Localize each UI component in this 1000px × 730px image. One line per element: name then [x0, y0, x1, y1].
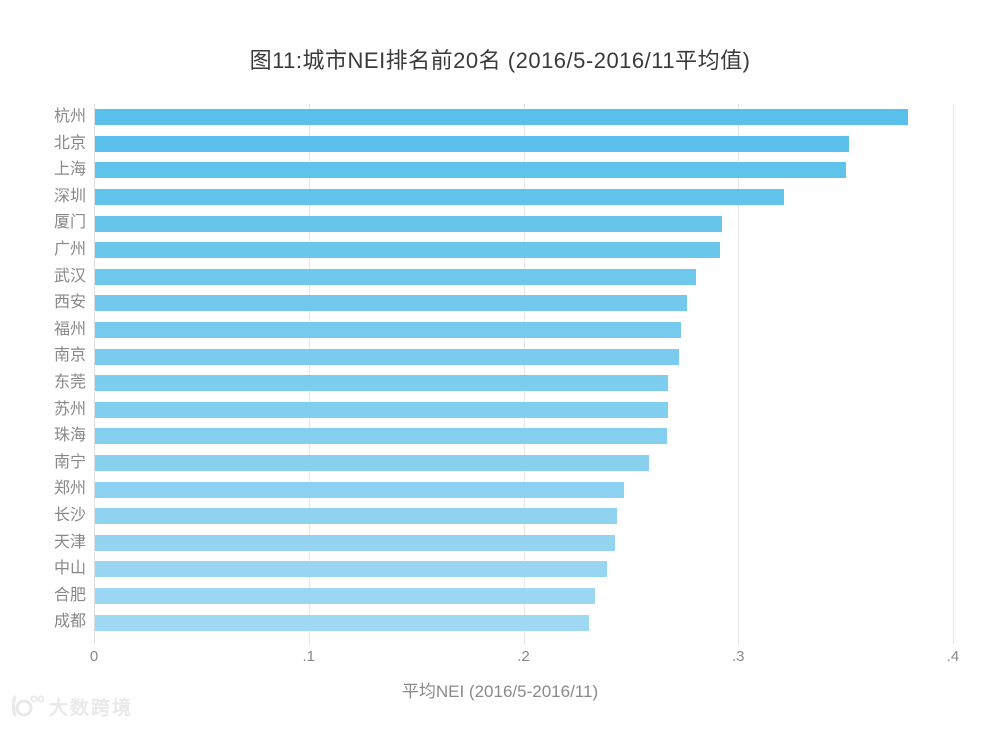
bar [95, 401, 668, 418]
bar [95, 295, 688, 312]
city-label: 北京 [53, 134, 86, 152]
bar-row [95, 131, 953, 158]
x-tick-label: .2 [517, 648, 530, 665]
city-label: 武汉 [53, 267, 86, 285]
city-label: 郑州 [53, 480, 86, 498]
bar-row [95, 264, 953, 291]
x-axis-ticks: 0 .1 .2 .3 .4 [90, 648, 959, 668]
bar-row [95, 583, 953, 610]
bar [95, 109, 908, 126]
city-label: 厦门 [53, 214, 86, 232]
bar-row [95, 237, 953, 264]
y-axis-line [94, 104, 95, 644]
bar-row [95, 210, 953, 237]
bar [95, 455, 650, 472]
bar-row [95, 609, 953, 636]
bar [95, 215, 723, 232]
city-label: 杭州 [53, 108, 86, 125]
bar-row [95, 530, 953, 557]
bar [95, 189, 784, 206]
bar-row [95, 157, 953, 184]
bar-row [95, 397, 953, 424]
bar [95, 587, 596, 604]
bar [95, 135, 849, 152]
bar [95, 481, 625, 498]
plot-area [94, 104, 954, 644]
gridline [308, 104, 310, 644]
watermark-text: 大数跨境 [49, 697, 134, 719]
bar [95, 375, 669, 392]
bar [95, 268, 696, 285]
bar [95, 614, 590, 631]
city-label: 广州 [53, 240, 86, 258]
chart-title: 图11:城市NEI排名前20名 (2016/5-2016/11平均值) [249, 48, 751, 73]
x-tick-label: 0 [89, 648, 99, 665]
bar-row [95, 317, 953, 344]
city-label: 福州 [53, 320, 86, 338]
city-label: 成都 [53, 613, 86, 631]
bar [95, 428, 667, 445]
city-label: 合肥 [53, 586, 86, 604]
city-label: 上海 [53, 161, 86, 179]
city-label: 南宁 [53, 453, 86, 471]
city-label: 西安 [53, 294, 86, 312]
gridline [738, 104, 740, 644]
city-label: 珠海 [53, 427, 86, 445]
gridline [523, 104, 525, 644]
bar-row [95, 290, 953, 317]
bar-row [95, 450, 953, 477]
bar [95, 534, 616, 551]
city-label: 深圳 [53, 187, 86, 205]
bar [95, 561, 607, 578]
gridline [953, 104, 954, 644]
bar-row [95, 370, 953, 397]
watermark: 大数跨境 [8, 692, 133, 720]
bar [95, 508, 618, 525]
city-label: 中山 [53, 560, 86, 578]
bar [95, 348, 680, 365]
bar-row [95, 423, 953, 450]
bar-row [95, 503, 953, 530]
bar-rows [95, 104, 953, 636]
x-tick-label: .1 [302, 648, 316, 665]
city-label: 苏州 [53, 400, 86, 418]
city-label: 长沙 [53, 506, 86, 524]
city-label: 东莞 [53, 373, 86, 391]
city-label: 南京 [53, 347, 86, 365]
bar-row [95, 556, 953, 583]
y-axis-category-labels: 杭州北京上海深圳厦门广州武汉西安福州南京东莞苏州珠海南宁郑州长沙天津中山合肥成都 [0, 104, 86, 636]
bar-row [95, 343, 953, 370]
x-tick-label: .4 [946, 648, 960, 665]
city-label: 天津 [53, 533, 86, 551]
x-axis-label: 平均NEI (2016/5-2016/11) [401, 682, 599, 701]
bar [95, 162, 846, 179]
dashu-kuajing-logo-icon [12, 695, 44, 717]
bar [95, 322, 682, 339]
bar-row [95, 184, 953, 211]
x-tick-label: .3 [731, 648, 745, 665]
bar [95, 242, 721, 259]
bar-row [95, 476, 953, 503]
bar-row [95, 104, 953, 131]
